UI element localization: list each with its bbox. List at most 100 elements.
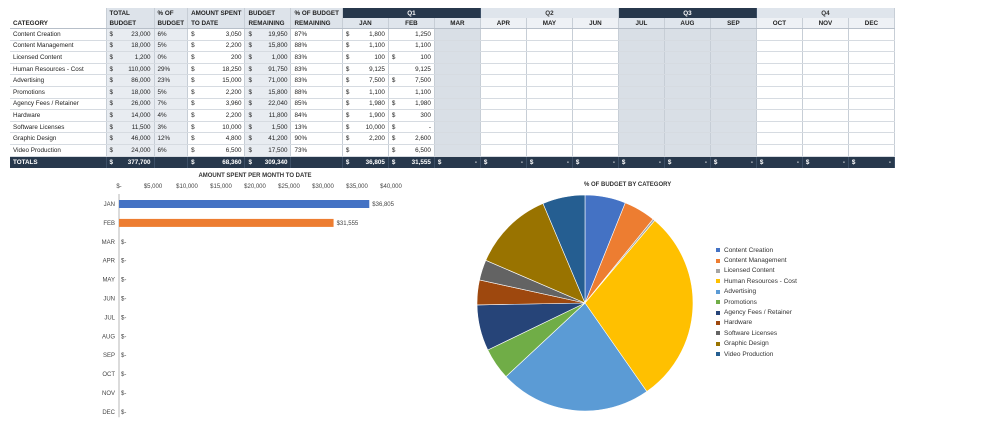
cell-sep[interactable] (710, 28, 757, 41)
cell-apr[interactable] (480, 121, 527, 134)
cell-category[interactable]: Hardware (10, 109, 107, 122)
cell-budget-cell[interactable]: $26,000 (106, 98, 155, 111)
cell-dec[interactable] (848, 40, 895, 53)
cell-pct-remaining[interactable]: 88% (290, 86, 343, 99)
cell-remaining-cell[interactable]: $22,040 (244, 98, 292, 111)
cell-jan-cell[interactable]: $7,500 (342, 74, 389, 87)
cell-remaining-cell[interactable]: $15,800 (244, 40, 292, 53)
cell-nov[interactable] (802, 144, 849, 157)
cell-category[interactable]: Video Production (10, 144, 107, 157)
cell-jan-cell[interactable]: $10,000 (342, 121, 389, 134)
cell-mar[interactable] (434, 144, 481, 157)
cell-may[interactable] (526, 63, 573, 76)
cell-budget-cell[interactable]: $18,000 (106, 86, 155, 99)
cell-budget-cell[interactable]: $14,000 (106, 109, 155, 122)
cell-apr[interactable] (480, 74, 527, 87)
cell-dec[interactable] (848, 98, 895, 111)
cell-sep[interactable] (710, 86, 757, 99)
cell-jul[interactable] (618, 86, 665, 99)
cell-oct[interactable] (756, 144, 803, 157)
cell-pct[interactable]: 3% (154, 121, 189, 134)
cell-pct[interactable]: 4% (154, 109, 189, 122)
cell-nov[interactable] (802, 121, 849, 134)
cell-feb-cell[interactable]: $2,600 (388, 132, 435, 145)
cell-jan-cell[interactable]: $1,980 (342, 98, 389, 111)
cell-category[interactable]: Software Licenses (10, 121, 107, 134)
cell-spent-cell[interactable]: $10,000 (187, 121, 246, 134)
cell-pct-remaining[interactable]: 83% (290, 51, 343, 64)
cell-feb-cell[interactable]: $300 (388, 109, 435, 122)
cell-feb-cell[interactable]: $100 (388, 51, 435, 64)
cell-category[interactable]: Promotions (10, 86, 107, 99)
cell-may[interactable] (526, 86, 573, 99)
cell-oct[interactable] (756, 132, 803, 145)
totals-aug-cell[interactable]: $ - (664, 156, 711, 168)
cell-may[interactable] (526, 121, 573, 134)
cell-spent-cell[interactable]: $2,200 (187, 40, 246, 53)
cell-pct-remaining[interactable]: 87% (290, 28, 343, 41)
cell-category[interactable]: Graphic Design (10, 132, 107, 145)
totals-budget-cell[interactable]: $377,700 (106, 156, 155, 168)
cell-apr[interactable] (480, 51, 527, 64)
cell-pct[interactable]: 29% (154, 63, 189, 76)
totals-pct-cell[interactable] (154, 156, 189, 168)
cell-feb-cell[interactable]: $6,500 (388, 144, 435, 157)
cell-sep[interactable] (710, 132, 757, 145)
cell-jul[interactable] (618, 63, 665, 76)
cell-pct-remaining[interactable]: 85% (290, 98, 343, 111)
cell-budget-cell[interactable]: $110,000 (106, 63, 155, 76)
cell-jan-cell[interactable]: $100 (342, 51, 389, 64)
cell-aug[interactable] (664, 74, 711, 87)
cell-mar[interactable] (434, 132, 481, 145)
cell-category[interactable]: Agency Fees / Retainer (10, 98, 107, 111)
cell-aug[interactable] (664, 109, 711, 122)
cell-budget-cell[interactable]: $11,500 (106, 121, 155, 134)
cell-budget-cell[interactable]: $1,200 (106, 51, 155, 64)
cell-may[interactable] (526, 74, 573, 87)
cell-may[interactable] (526, 98, 573, 111)
cell-aug[interactable] (664, 40, 711, 53)
cell-spent-cell[interactable]: $200 (187, 51, 246, 64)
cell-jan-cell[interactable]: $1,800 (342, 28, 389, 41)
cell-apr[interactable] (480, 28, 527, 41)
cell-oct[interactable] (756, 40, 803, 53)
totals-may-cell[interactable]: $ - (526, 156, 573, 168)
cell-aug[interactable] (664, 132, 711, 145)
cell-pct[interactable]: 5% (154, 40, 189, 53)
cell-budget-cell[interactable]: $18,000 (106, 40, 155, 53)
cell-dec[interactable] (848, 51, 895, 64)
cell-jan-cell[interactable]: $1,100 (342, 86, 389, 99)
cell-sep[interactable] (710, 144, 757, 157)
cell-jan-cell[interactable]: $2,200 (342, 132, 389, 145)
cell-jul[interactable] (618, 132, 665, 145)
cell-dec[interactable] (848, 132, 895, 145)
cell-may[interactable] (526, 40, 573, 53)
cell-pct[interactable]: 12% (154, 132, 189, 145)
cell-pct-remaining[interactable]: 83% (290, 74, 343, 87)
totals-spent-cell[interactable]: $68,360 (187, 156, 246, 168)
totals-remaining-cell[interactable]: $309,340 (244, 156, 292, 168)
cell-sep[interactable] (710, 109, 757, 122)
cell-remaining-cell[interactable]: $41,200 (244, 132, 292, 145)
cell-budget-cell[interactable]: $86,000 (106, 74, 155, 87)
cell-mar[interactable] (434, 121, 481, 134)
cell-remaining-cell[interactable]: $11,800 (244, 109, 292, 122)
cell-jul[interactable] (618, 28, 665, 41)
cell-jan-cell[interactable]: $1,900 (342, 109, 389, 122)
cell-sep[interactable] (710, 98, 757, 111)
cell-jun[interactable] (572, 40, 619, 53)
cell-budget-cell[interactable]: $24,000 (106, 144, 155, 157)
cell-jul[interactable] (618, 98, 665, 111)
cell-apr[interactable] (480, 98, 527, 111)
cell-pct-remaining[interactable]: 90% (290, 132, 343, 145)
cell-jul[interactable] (618, 40, 665, 53)
cell-sep[interactable] (710, 74, 757, 87)
cell-jun[interactable] (572, 109, 619, 122)
cell-pct[interactable]: 6% (154, 144, 189, 157)
cell-nov[interactable] (802, 86, 849, 99)
cell-apr[interactable] (480, 132, 527, 145)
cell-remaining-cell[interactable]: $1,000 (244, 51, 292, 64)
cell-jun[interactable] (572, 74, 619, 87)
cell-aug[interactable] (664, 86, 711, 99)
totals-mar-cell[interactable]: $ - (434, 156, 481, 168)
